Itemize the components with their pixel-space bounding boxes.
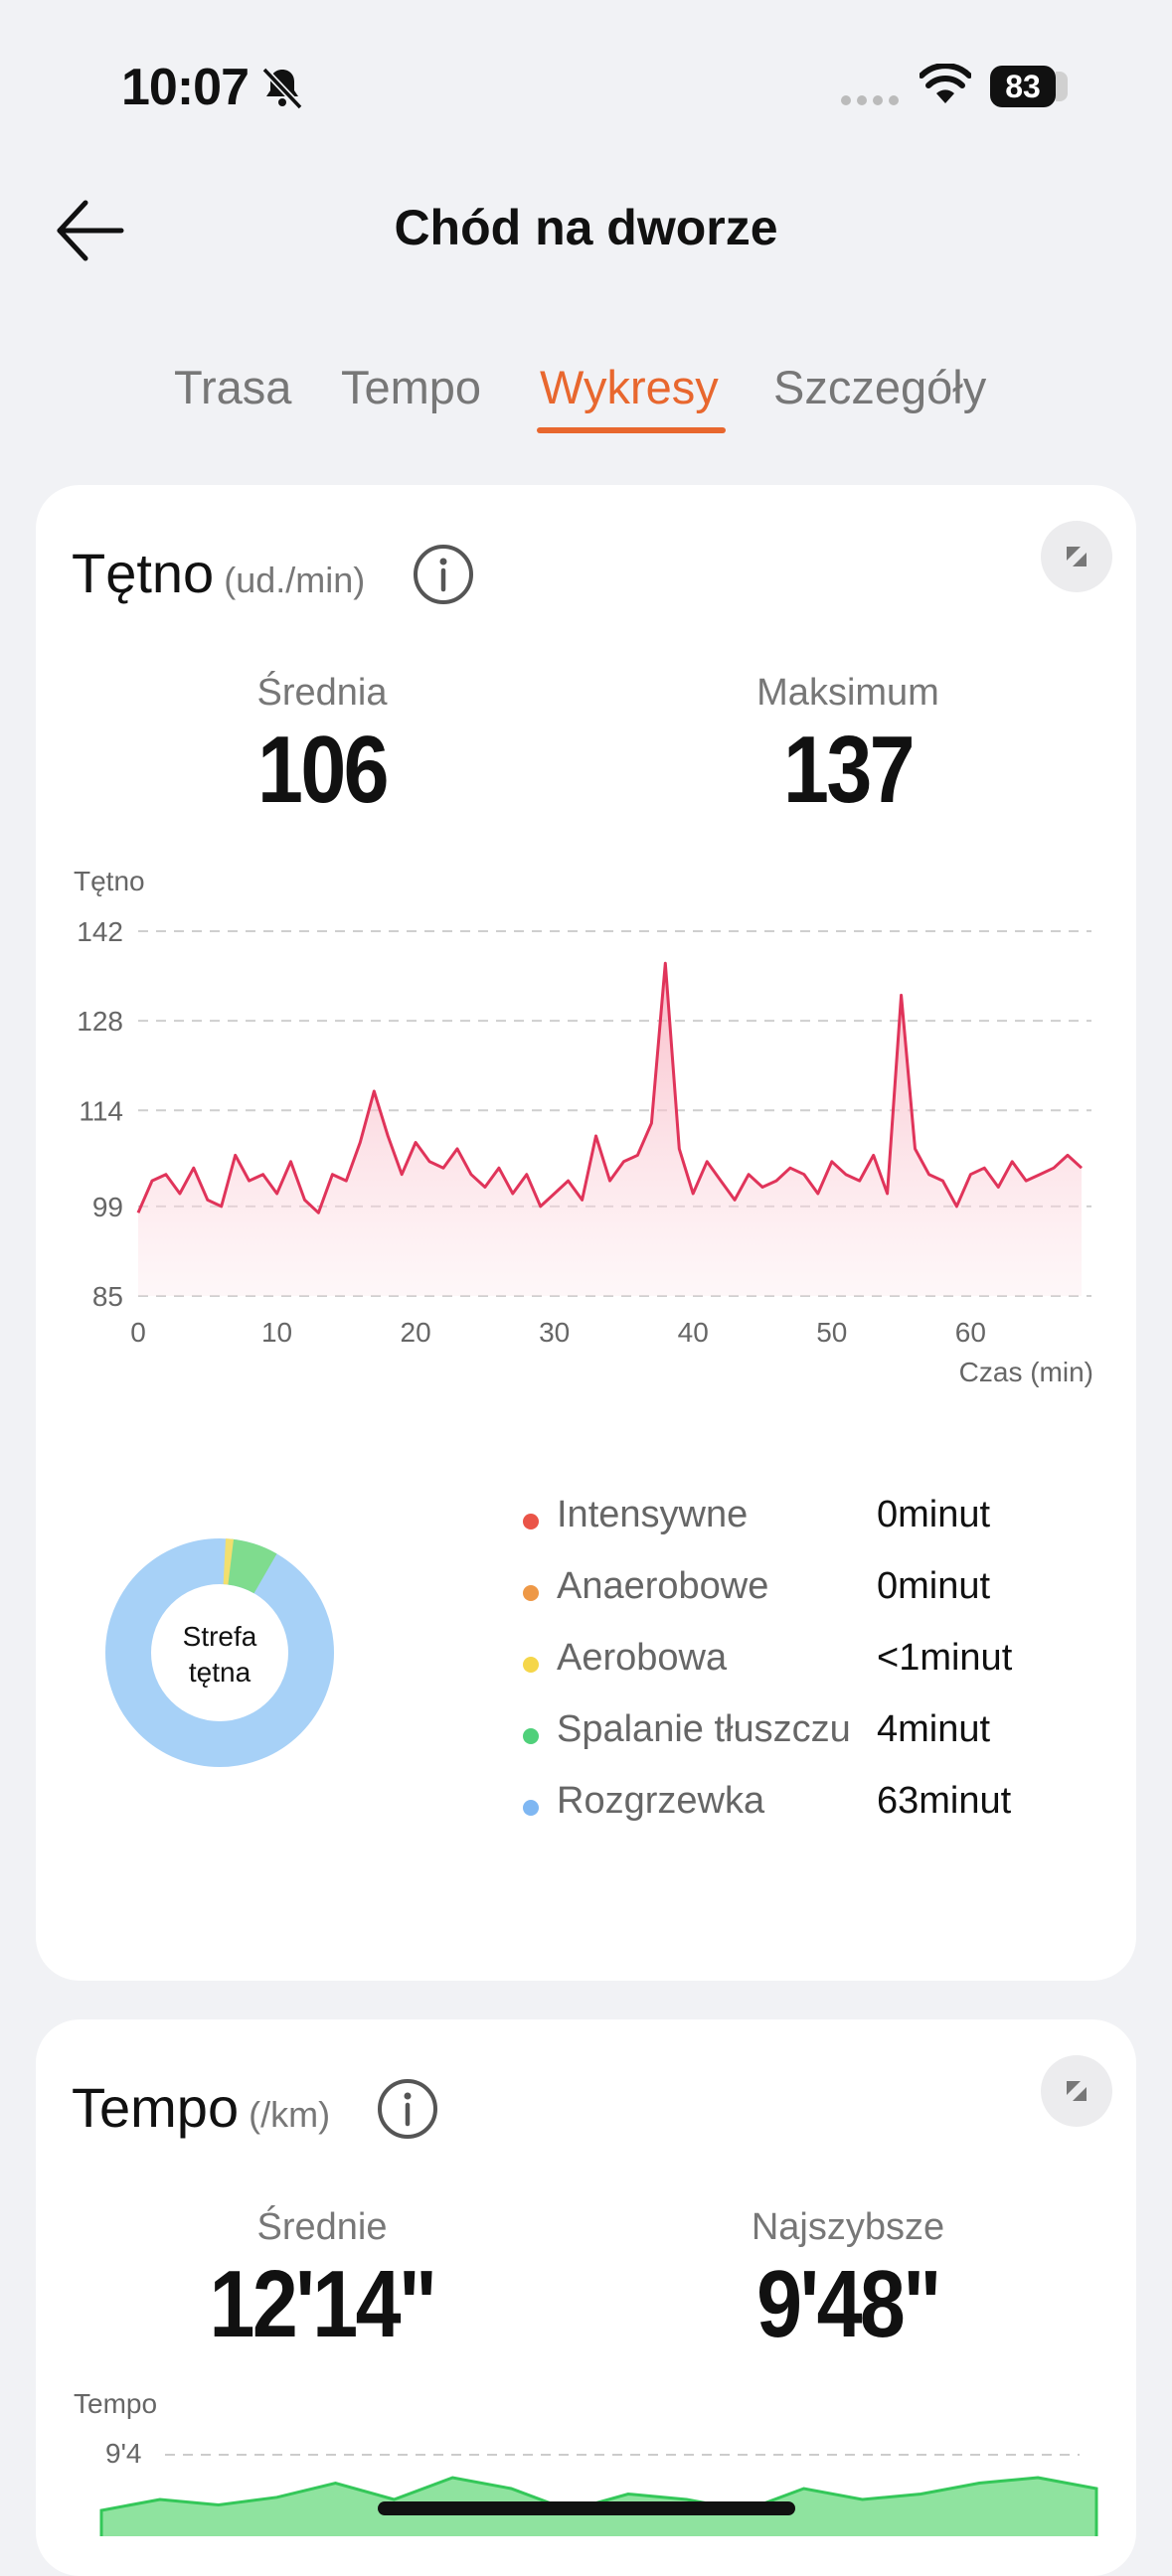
heart-rate-area — [138, 963, 1082, 1296]
chart-xtick-label: 40 — [678, 1317, 709, 1348]
maximum-value: 137 — [782, 717, 916, 823]
pace-card: Tempo (/km) Średnie 12'14" Najszybsze 9'4… — [36, 2019, 1136, 2576]
legend-name: Intensywne — [557, 1494, 749, 1535]
legend-row-anaerobic: Anaerobowe 0minut — [523, 1565, 1119, 1625]
status-time: 10:07 — [121, 59, 250, 116]
chart-ylabel: Tętno — [74, 866, 145, 896]
pace-average-value: 12'14" — [209, 2251, 438, 2357]
chart-xtick-label: 60 — [955, 1317, 986, 1348]
expand-icon[interactable] — [1041, 2055, 1112, 2127]
legend-name: Anaerobowe — [557, 1565, 769, 1607]
chart-ytick-label: 114 — [79, 1095, 123, 1126]
heart-rate-card: Tętno (ud./min) Średnia 106 Maksimum 137 … — [36, 485, 1136, 1981]
home-indicator[interactable] — [378, 2501, 795, 2515]
legend-name: Rozgrzewka — [557, 1780, 765, 1822]
heart-rate-title-text: Tętno — [72, 542, 215, 604]
average-label: Średnia — [256, 672, 388, 714]
tab-szczegoly[interactable]: Szczegóły — [773, 361, 987, 413]
back-arrow-icon[interactable] — [52, 193, 127, 268]
legend-row-fat-burn: Spalanie tłuszczu 4minut — [523, 1708, 1119, 1768]
page-title: Chód na dworze — [394, 200, 778, 255]
pace-best-value: 9'48" — [756, 2251, 941, 2357]
chart-xlabel: Czas (min) — [959, 1357, 1093, 1387]
heart-rate-chart-svg: Tętno 142 128 114 99 850 10 20 30 40 50 60 Czas (min… — [74, 866, 1093, 1387]
battery-level: 83 — [990, 66, 1056, 107]
battery-icon: 83 — [990, 66, 1074, 107]
legend-value: 0minut — [877, 1494, 991, 1535]
legend-value: 63minut — [877, 1780, 1012, 1822]
heart-rate-unit: (ud./min) — [224, 560, 366, 600]
nav-header: Chód na dworze — [0, 179, 1172, 278]
legend-name: Spalanie tłuszczu — [557, 1708, 851, 1750]
chart-ytick-label: 142 — [77, 916, 123, 947]
legend-dot — [523, 1585, 539, 1601]
pace-ytick: 9'4 — [105, 2438, 142, 2469]
heart-rate-chart: Tętno 142 128 114 99 85 0 10 20 30 40 50 60 Czas (min… — [36, 853, 1136, 1449]
legend-row-aerobic: Aerobowa <1minut — [523, 1637, 1119, 1696]
tab-trasa[interactable]: Trasa — [174, 361, 292, 413]
battery-cap — [1056, 72, 1068, 101]
donut-aerobic-arc — [223, 1538, 235, 1585]
chart-xtick-label: 0 — [130, 1317, 146, 1348]
info-icon[interactable] — [376, 2077, 439, 2141]
chart-xtick-label: 20 — [401, 1317, 431, 1348]
chart-xtick-label: 30 — [539, 1317, 570, 1348]
legend-value: 0minut — [877, 1565, 991, 1607]
legend-value: <1minut — [877, 1637, 1013, 1679]
chart-ytick-label: 99 — [92, 1192, 123, 1222]
pace-ylabel: Tempo — [74, 2388, 157, 2419]
active-tab-indicator — [537, 427, 726, 433]
legend-name: Aerobowa — [557, 1637, 728, 1679]
pace-title: Tempo (/km) — [72, 2075, 330, 2140]
donut-center-line2: tętna — [189, 1657, 251, 1688]
chart-xtick-label: 50 — [816, 1317, 847, 1348]
heart-zone-donut: Strefa tętna — [105, 1538, 334, 1767]
pace-unit: (/km) — [249, 2094, 331, 2135]
legend-dot — [523, 1514, 539, 1530]
legend-row-warmup: Rozgrzewka 63minut — [523, 1780, 1119, 1840]
tab-wykresy[interactable]: Wykresy — [540, 361, 719, 413]
wifi-icon — [920, 64, 971, 103]
pace-best-label: Najszybsze — [751, 2206, 945, 2248]
pace-title-text: Tempo — [72, 2076, 240, 2139]
info-icon[interactable] — [412, 543, 475, 606]
status-bar: 10:07 83 — [0, 0, 1172, 169]
chart-xtick-label: 10 — [261, 1317, 292, 1348]
heart-rate-title: Tętno (ud./min) — [72, 541, 365, 605]
donut-fatburn-arc — [226, 1538, 277, 1594]
legend-value: 4minut — [877, 1708, 991, 1750]
legend-dot — [523, 1657, 539, 1673]
pace-average-label: Średnie — [256, 2206, 388, 2248]
tab-bar: Trasa Tempo Wykresy Szczegóły — [0, 348, 1172, 437]
donut-warmup-ring — [105, 1538, 334, 1767]
chart-ytick-label: 128 — [77, 1006, 123, 1037]
tab-tempo[interactable]: Tempo — [341, 361, 482, 413]
legend-row-intensive: Intensywne 0minut — [523, 1494, 1119, 1553]
legend-dot — [523, 1728, 539, 1744]
expand-icon[interactable] — [1041, 521, 1112, 592]
maximum-label: Maksimum — [756, 672, 939, 714]
donut-center-line1: Strefa — [183, 1621, 257, 1652]
chart-ytick-label: 85 — [92, 1281, 123, 1312]
bell-muted-icon — [261, 67, 303, 110]
cellular-signal-icon — [841, 95, 899, 105]
legend-dot — [523, 1800, 539, 1816]
heart-rate-line — [136, 961, 1084, 1214]
average-value: 106 — [256, 717, 390, 823]
